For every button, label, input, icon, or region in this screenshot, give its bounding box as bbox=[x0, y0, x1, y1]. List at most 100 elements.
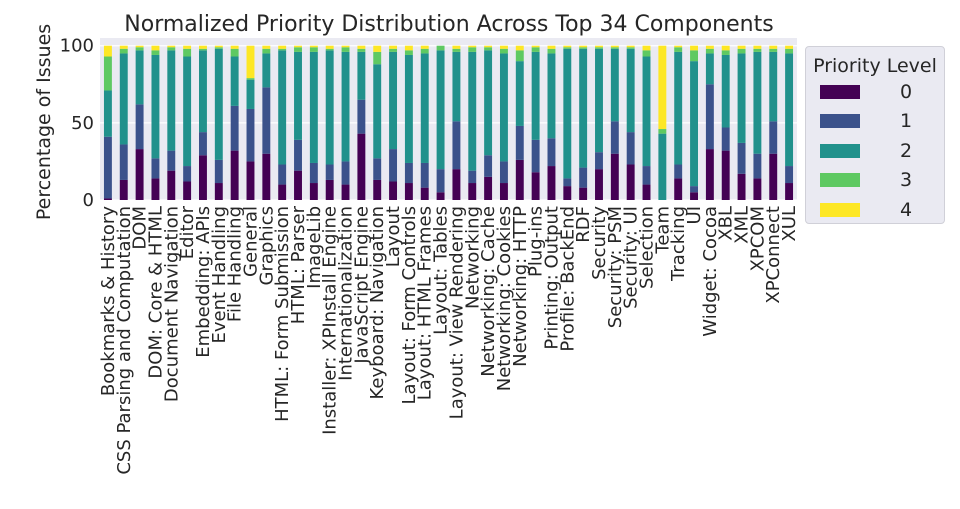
bar-segment-priority-0 bbox=[531, 172, 540, 200]
bar-segment-priority-0 bbox=[420, 187, 429, 200]
bar-segment-priority-0 bbox=[468, 183, 477, 200]
bar-segment-priority-0 bbox=[183, 181, 192, 200]
bar-segment-priority-0 bbox=[579, 187, 588, 200]
bar-segment-priority-4 bbox=[484, 45, 493, 48]
bar-segment-priority-0 bbox=[737, 173, 746, 200]
legend-label: 4 bbox=[900, 198, 913, 221]
bar-segment-priority-4 bbox=[753, 45, 762, 49]
bar-segment-priority-0 bbox=[230, 150, 239, 200]
bar-segment-priority-0 bbox=[769, 153, 778, 200]
bar-segment-priority-4 bbox=[262, 45, 271, 49]
bar-segment-priority-4 bbox=[420, 45, 429, 49]
bar-segment-priority-4 bbox=[690, 45, 698, 51]
x-tick-label: Security bbox=[589, 206, 610, 280]
bar-segment-priority-3 bbox=[199, 48, 207, 51]
bar-segment-priority-1 bbox=[183, 166, 192, 182]
bar-segment-priority-2 bbox=[135, 50, 144, 105]
x-tick-label: XML bbox=[732, 206, 753, 244]
bar-segment-priority-3 bbox=[721, 50, 730, 55]
y-axis-label: Percentage of Issues bbox=[33, 24, 55, 220]
bar-segment-priority-1 bbox=[404, 162, 413, 184]
bar-segment-priority-0 bbox=[515, 159, 524, 200]
legend-swatch bbox=[820, 114, 860, 129]
bar-segment-priority-3 bbox=[610, 47, 619, 49]
bar-segment-priority-0 bbox=[199, 155, 207, 200]
bar-segment-priority-4 bbox=[610, 45, 619, 48]
bar-segment-priority-4 bbox=[674, 45, 683, 48]
bar-segment-priority-2 bbox=[737, 53, 746, 143]
bar-segment-priority-4 bbox=[246, 45, 255, 79]
bar-segment-priority-2 bbox=[626, 48, 635, 133]
x-tick-label: Profile: BackEnd bbox=[557, 206, 578, 352]
x-tick-label: Tracking bbox=[668, 206, 689, 282]
bar-segment-priority-3 bbox=[658, 129, 667, 134]
bar-segment-priority-3 bbox=[294, 47, 302, 52]
bar-segment-priority-3 bbox=[214, 47, 223, 49]
bar-segment-priority-2 bbox=[230, 56, 239, 106]
bar-segment-priority-2 bbox=[278, 50, 287, 165]
bar-segment-priority-4 bbox=[294, 45, 302, 48]
y-tick-labels: 0 50 100 bbox=[60, 36, 94, 211]
legend-item-0: 0 bbox=[820, 77, 944, 107]
bar-segment-priority-2 bbox=[515, 61, 524, 126]
bar-segment-priority-0 bbox=[563, 186, 572, 200]
bar-segment-priority-3 bbox=[515, 50, 524, 62]
bar-segment-priority-4 bbox=[531, 45, 540, 48]
y-tick-label: 50 bbox=[71, 113, 94, 134]
bar-segment-priority-2 bbox=[262, 53, 271, 88]
bar-segment-priority-2 bbox=[610, 48, 619, 122]
bar-segment-priority-1 bbox=[214, 159, 223, 184]
bar-segment-priority-2 bbox=[499, 53, 508, 162]
bar-segment-priority-4 bbox=[595, 45, 603, 48]
bar-segment-priority-2 bbox=[658, 133, 667, 200]
bar-segment-priority-2 bbox=[389, 51, 398, 150]
bar-segment-priority-1 bbox=[420, 162, 429, 188]
bar-segment-priority-2 bbox=[595, 48, 603, 153]
legend-label: 1 bbox=[900, 110, 913, 133]
x-tick-label: Printing: Output bbox=[541, 206, 562, 350]
bar-segment-priority-4 bbox=[341, 45, 350, 48]
bar-segment-priority-4 bbox=[642, 45, 651, 51]
bar-segment-priority-0 bbox=[642, 184, 651, 200]
bar-segment-priority-1 bbox=[341, 161, 350, 185]
bar-segment-priority-0 bbox=[151, 178, 160, 200]
y-tick-label: 100 bbox=[60, 36, 94, 57]
x-tick-label: UI bbox=[684, 206, 705, 224]
bar-segment-priority-4 bbox=[119, 45, 128, 49]
bar-segment-priority-3 bbox=[626, 47, 635, 49]
x-tick-label: XUL bbox=[779, 206, 800, 242]
bar-segment-priority-4 bbox=[167, 45, 176, 48]
bar-segment-priority-1 bbox=[642, 166, 651, 185]
bar-segment-priority-1 bbox=[278, 164, 287, 185]
x-tick-label: CSS Parsing and Computation bbox=[114, 206, 135, 475]
bar-segment-priority-1 bbox=[468, 170, 477, 184]
bar-segment-priority-3 bbox=[309, 47, 318, 52]
bar-segment-priority-4 bbox=[626, 45, 635, 48]
legend-item-2: 2 bbox=[820, 136, 944, 166]
bar-segment-priority-3 bbox=[119, 48, 128, 54]
bar-segment-priority-3 bbox=[737, 48, 746, 54]
bar-segment-priority-3 bbox=[547, 48, 556, 54]
bar-segment-priority-3 bbox=[531, 47, 540, 52]
bar-segment-priority-0 bbox=[436, 192, 445, 200]
bar-segment-priority-2 bbox=[642, 56, 651, 167]
bar-segment-priority-0 bbox=[357, 133, 366, 200]
bar-segment-priority-0 bbox=[404, 183, 413, 200]
bar-segment-priority-2 bbox=[167, 50, 176, 151]
bar-segment-priority-0 bbox=[690, 192, 698, 200]
bar-segment-priority-4 bbox=[404, 45, 413, 51]
bar-segment-priority-1 bbox=[705, 84, 714, 150]
bar-segment-priority-1 bbox=[436, 169, 445, 193]
bar-segment-priority-1 bbox=[499, 161, 508, 184]
bar-segment-priority-3 bbox=[452, 48, 461, 52]
bar-segment-priority-2 bbox=[151, 54, 160, 159]
x-tick-label: XPConnect bbox=[763, 206, 784, 304]
bar-segment-priority-1 bbox=[325, 164, 334, 180]
bar-segment-priority-0 bbox=[705, 149, 714, 200]
x-tick-label: ImageLib bbox=[304, 206, 325, 289]
bar-segment-priority-3 bbox=[404, 50, 413, 55]
x-tick-label: Team bbox=[652, 206, 673, 255]
bar-segment-priority-3 bbox=[499, 48, 508, 54]
bar-segment-priority-0 bbox=[547, 166, 556, 200]
